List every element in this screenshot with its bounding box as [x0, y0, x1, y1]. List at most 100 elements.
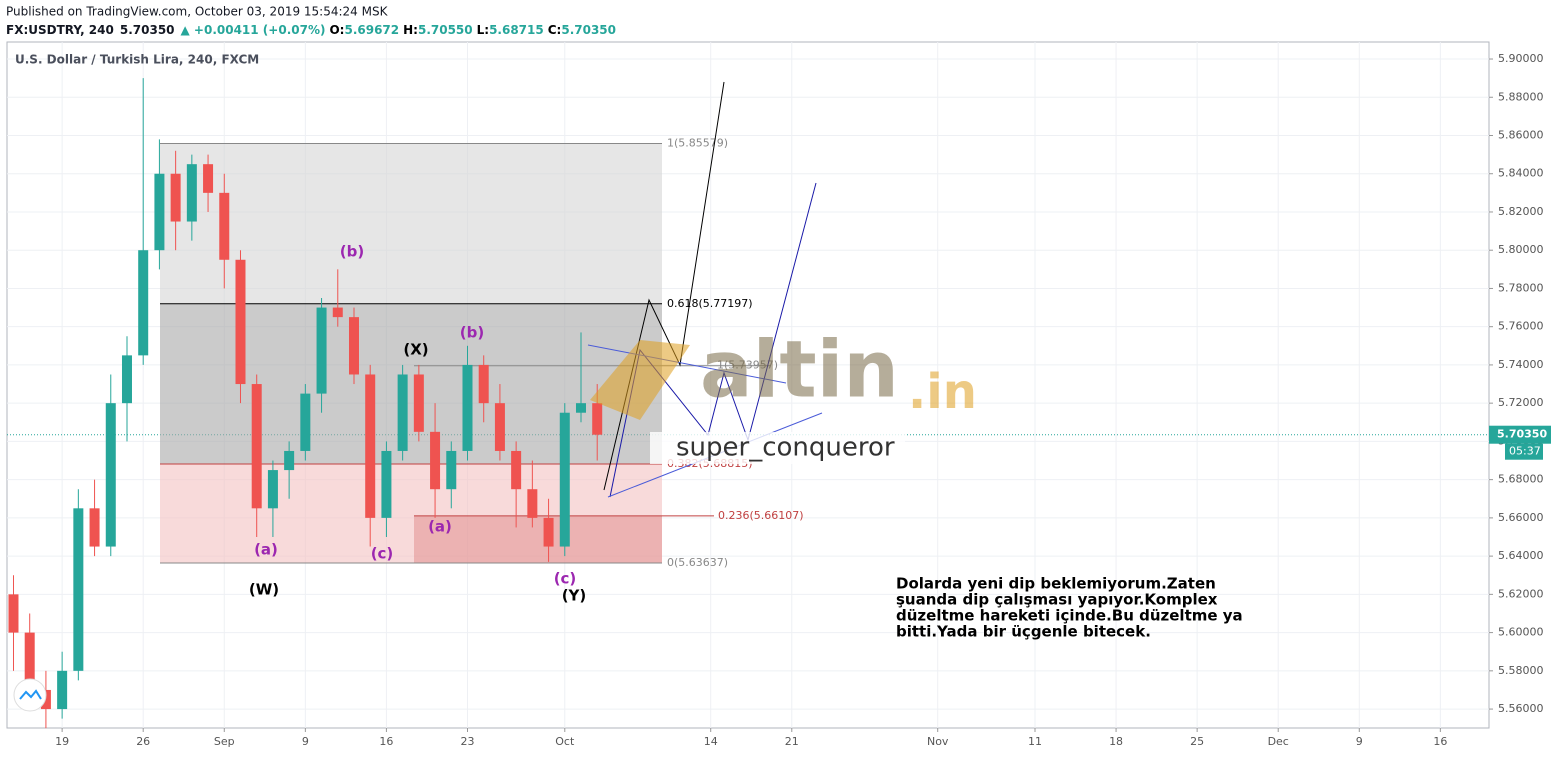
watermark: altin .in	[590, 325, 977, 420]
x-tick-label: 9	[1356, 735, 1363, 748]
fib-label: 0.618(5.77197)	[667, 297, 753, 310]
y-tick-label: 5.76000	[1498, 320, 1544, 333]
candle-body	[203, 164, 214, 193]
comment-line: düzeltme hareketi içinde.Bu düzeltme ya	[896, 607, 1243, 625]
annotation: (a)	[428, 518, 452, 536]
y-tick-label: 5.60000	[1498, 626, 1544, 639]
candle-body	[478, 364, 489, 404]
y-tick-label: 5.88000	[1498, 90, 1544, 103]
candle-body	[559, 412, 570, 547]
price-tag-label: 5.70350	[1497, 428, 1547, 441]
x-tick-label: 9	[302, 735, 309, 748]
candle-body	[105, 403, 116, 547]
countdown-tag	[1505, 443, 1543, 460]
y-tick-label: 5.80000	[1498, 243, 1544, 256]
candle-body	[300, 393, 311, 451]
candle-body	[235, 259, 246, 385]
y-tick-label: 5.86000	[1498, 128, 1544, 141]
ohlc-key: O:	[329, 23, 344, 37]
comment-line: bitti.Yada bir üçgenle bitecek.	[896, 623, 1151, 641]
candle-body	[138, 250, 149, 356]
chart-title: U.S. Dollar / Turkish Lira, 240, FXCM	[15, 53, 259, 67]
candle-body	[381, 450, 392, 518]
candle-body	[592, 403, 603, 435]
ohlc-val: 5.70350	[561, 23, 616, 37]
fib-zone	[160, 143, 662, 304]
candle-body	[170, 173, 181, 222]
x-tick-label: Dec	[1268, 735, 1289, 748]
ohlc-key: C:	[548, 23, 562, 37]
y-tick-label: 5.66000	[1498, 511, 1544, 524]
y-tick-label: 5.78000	[1498, 281, 1544, 294]
candle-body	[446, 450, 457, 490]
candle-body	[332, 307, 343, 318]
fib-zone	[414, 515, 662, 564]
annotation: (b)	[460, 324, 484, 342]
y-tick-label: 5.74000	[1498, 358, 1544, 371]
x-tick-label: 16	[379, 735, 393, 748]
candle-body	[219, 192, 230, 260]
x-tick-label: Nov	[927, 735, 949, 748]
plot-frame	[6, 41, 1490, 729]
x-tick-label: 25	[1190, 735, 1204, 748]
candle-body	[494, 403, 505, 451]
x-tick-label: 18	[1109, 735, 1123, 748]
candle-body	[89, 508, 100, 547]
candle-body	[397, 374, 408, 451]
author: super_conqueror	[676, 433, 895, 463]
x-tick-label: 23	[460, 735, 474, 748]
fib-zone	[160, 303, 662, 465]
tv-logo-mark	[19, 689, 42, 700]
candle-body	[154, 173, 165, 251]
candle-body	[73, 508, 84, 671]
ohlc-val: 5.70550	[418, 23, 473, 37]
comment-line: şuanda dip çalışması yapıyor.Komplex	[896, 591, 1218, 609]
logo	[590, 340, 690, 420]
comment: Dolarda yeni dip beklemiyorum.Zaten şuan…	[896, 575, 1243, 641]
header-line: FX:USDTRY, 240 5.70350 ▲ +0.00411 (+0.07%)…	[6, 23, 616, 37]
comment-line: Dolarda yeni dip beklemiyorum.Zaten	[896, 575, 1216, 593]
y-tick-label: 5.72000	[1498, 396, 1544, 409]
candle-body	[251, 384, 262, 509]
dot: .	[908, 364, 926, 420]
symbol: FX:USDTRY, 240	[6, 23, 114, 37]
candle-body	[186, 164, 197, 222]
annotation: (X)	[403, 341, 428, 359]
candle-body	[57, 670, 68, 710]
ohlc-key: L:	[477, 23, 489, 37]
y-tick-label: 5.56000	[1498, 702, 1544, 715]
candle-body	[121, 355, 132, 404]
candle-body	[24, 632, 35, 690]
y-tick-label: 5.58000	[1498, 664, 1544, 677]
change: ▲ +0.00411 (+0.07%)	[181, 23, 326, 37]
ohlc-val: 5.68715	[489, 23, 544, 37]
watermark-text: altin	[700, 325, 899, 415]
candle-body	[413, 374, 424, 432]
ohlc-key: H:	[403, 23, 418, 37]
x-tick-label: 11	[1028, 735, 1042, 748]
x-tick-label: 16	[1433, 735, 1447, 748]
annotation: (c)	[371, 545, 394, 563]
ohlc-val: 5.69672	[344, 23, 399, 37]
fib-label: 1(5.85579)	[667, 137, 728, 150]
candle-body	[575, 403, 586, 413]
fib-label: 1(5.73957)	[717, 359, 778, 372]
last: 5.70350	[120, 23, 175, 37]
y-tick-label: 5.82000	[1498, 205, 1544, 218]
watermark-tld: in	[926, 364, 977, 420]
countdown: 05:37	[1509, 445, 1541, 458]
x-tick-label: 26	[136, 735, 150, 748]
fib-label: 0(5.63637)	[667, 556, 728, 569]
y-tick-label: 5.68000	[1498, 473, 1544, 486]
candle-body	[284, 450, 295, 471]
annotation: (Y)	[562, 587, 587, 605]
candle-body	[430, 431, 441, 490]
annotation: (c)	[554, 570, 577, 588]
x-tick-label: 21	[785, 735, 799, 748]
fib-label: 0.236(5.66107)	[718, 509, 804, 522]
candle-body	[8, 594, 19, 633]
y-tick-label: 5.62000	[1498, 587, 1544, 600]
y-tick-label: 5.64000	[1498, 549, 1544, 562]
candle-body	[365, 374, 376, 518]
